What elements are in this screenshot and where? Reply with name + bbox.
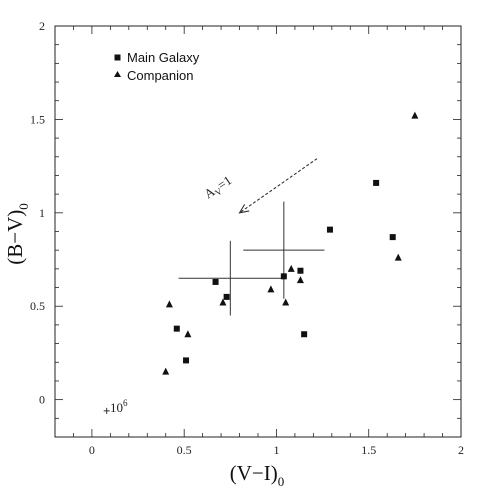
y-axis-label-subscript: 0 (16, 203, 31, 210)
y-tick-label: 2 (39, 19, 45, 33)
y-axis-label-main: (B−V) (3, 210, 27, 265)
main-galaxy-point (280, 273, 287, 280)
main-galaxy-point (212, 278, 219, 285)
x-tick-label: 2 (458, 443, 464, 457)
age-marker-label-superscript: 6 (123, 398, 128, 408)
companion-point (219, 298, 227, 306)
main-galaxy-point (389, 234, 396, 241)
legend-marker-companion (114, 71, 121, 77)
x-tick-label: 1.5 (361, 443, 376, 457)
x-axis-label: (V−I)0 (230, 461, 285, 489)
age-marker-label: 106 (110, 398, 128, 415)
companion-point (282, 298, 290, 306)
y-tick-label: 1 (39, 206, 45, 220)
legend: Main Galaxy Companion (114, 50, 200, 83)
y-tick-label: 1.5 (30, 112, 45, 126)
y-tick-label: 0 (39, 393, 45, 407)
companion-point (165, 300, 173, 308)
main-galaxy-point (301, 331, 308, 338)
companion-point (394, 253, 402, 261)
main-galaxy-point (297, 267, 304, 274)
main-galaxy-point (223, 293, 230, 300)
legend-label-companion: Companion (127, 68, 194, 83)
y-axis-label: (B−V)0 (3, 203, 31, 265)
x-tick-label: 0 (89, 443, 95, 457)
companion-point (287, 264, 295, 272)
companion-point (267, 285, 275, 293)
reddening-vector-label: AV=1 (201, 172, 235, 203)
companion-point (411, 111, 419, 119)
age-marker-label-main: 10 (110, 400, 123, 415)
legend-label-main-galaxy: Main Galaxy (127, 50, 200, 65)
y-tick-label: 0.5 (30, 299, 45, 313)
main-galaxy-point (373, 179, 380, 186)
x-tick-label: 0.5 (177, 443, 192, 457)
main-galaxy-point (326, 226, 333, 233)
companion-point (184, 330, 192, 338)
plot-frame (54, 25, 462, 438)
companion-point (162, 367, 170, 375)
reddening-vector-arrowhead (238, 204, 250, 214)
reddening-label-subscript: V (213, 186, 224, 198)
x-axis-label-subscript: 0 (278, 474, 285, 489)
main-galaxy-point (173, 325, 180, 332)
x-axis-label-main: (V−I) (230, 461, 278, 485)
legend-marker-main-galaxy (114, 54, 121, 61)
companion-point (296, 276, 304, 284)
x-tick-label: 1 (273, 443, 279, 457)
main-galaxy-point (183, 357, 190, 364)
reddening-vector-line (239, 158, 318, 214)
